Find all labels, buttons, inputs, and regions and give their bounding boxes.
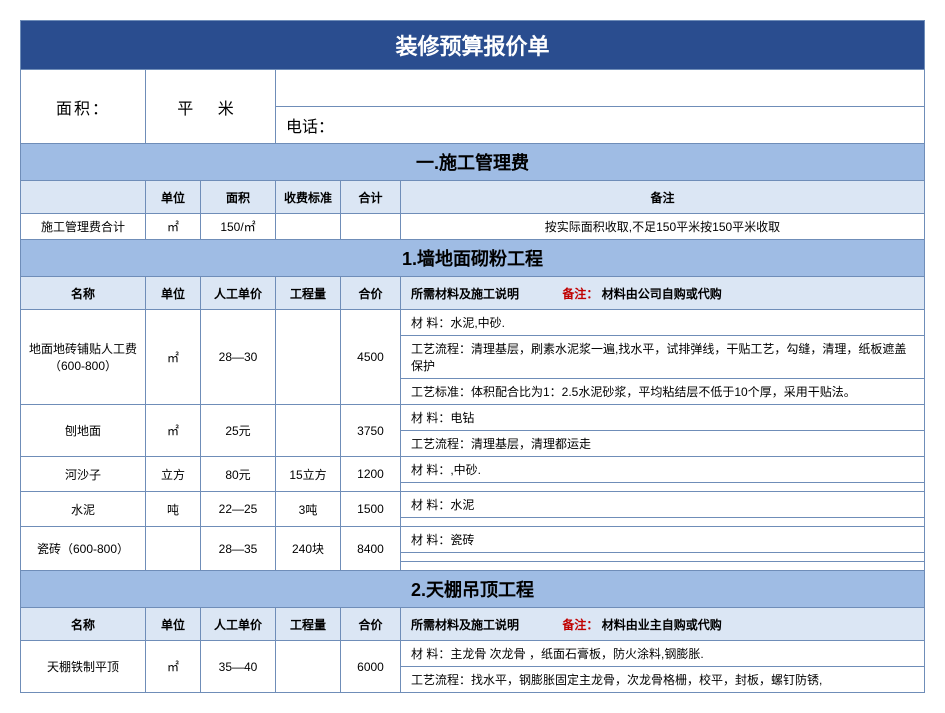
s2-r2-total: 1200	[341, 457, 401, 492]
s1-col-total: 合计	[341, 181, 401, 214]
s2-r0-unit: ㎡	[146, 310, 201, 405]
s2-r1-line0: 材 料：电钻	[401, 405, 925, 431]
s2-r4-total: 8400	[341, 527, 401, 571]
s2-note-label: 备注：	[562, 287, 598, 301]
s3-col-unit: 单位	[146, 608, 201, 641]
s1-col-area: 面积	[201, 181, 276, 214]
s2-r4-line1	[401, 553, 925, 562]
s3-col-desc: 所需材料及施工说明 备注： 材料由业主自购或代购	[401, 608, 925, 641]
s2-r0-line0: 材 料：水泥,中砂.	[401, 310, 925, 336]
s1-col-std: 收费标准	[276, 181, 341, 214]
s2-col-qty: 工程量	[276, 277, 341, 310]
s2-r2-price: 80元	[201, 457, 276, 492]
s2-desc-label: 所需材料及施工说明	[411, 287, 519, 301]
s3-note-text: 材料由业主自购或代购	[602, 618, 722, 632]
s1-r0-total	[341, 214, 401, 240]
s2-r1-price: 25元	[201, 405, 276, 457]
blank-top	[276, 70, 925, 107]
s2-r1-name: 刨地面	[21, 405, 146, 457]
s2-r3-unit: 吨	[146, 492, 201, 527]
s3-col-total: 合价	[341, 608, 401, 641]
s1-col-remark: 备注	[401, 181, 925, 214]
s2-r2-line1	[401, 483, 925, 492]
s2-col-total: 合价	[341, 277, 401, 310]
s2-r3-line1	[401, 518, 925, 527]
s1-r0-remark: 按实际面积收取,不足150平米按150平米收取	[401, 214, 925, 240]
s2-r1-qty	[276, 405, 341, 457]
s3-col-price: 人工单价	[201, 608, 276, 641]
s2-col-name: 名称	[21, 277, 146, 310]
s3-r0-qty	[276, 641, 341, 693]
s3-r0-line1: 工艺流程：找水平，钢膨胀固定主龙骨，次龙骨格栅，校平，封板，螺钉防锈,	[401, 667, 925, 693]
s2-r0-name: 地面地砖铺贴人工费（600-800）	[21, 310, 146, 405]
s3-col-qty: 工程量	[276, 608, 341, 641]
s2-r4-name: 瓷砖（600-800）	[21, 527, 146, 571]
s3-desc-label: 所需材料及施工说明	[411, 618, 519, 632]
s3-r0-line0: 材 料：主龙骨 次龙骨 ，纸面石膏板，防火涂料,钢膨胀.	[401, 641, 925, 667]
s2-r4-line0: 材 料：瓷砖	[401, 527, 925, 553]
s2-r1-total: 3750	[341, 405, 401, 457]
s2-r2-name: 河沙子	[21, 457, 146, 492]
s2-r3-name: 水泥	[21, 492, 146, 527]
section2-title: 1.墙地面砌粉工程	[21, 240, 925, 277]
s2-r4-price: 28—35	[201, 527, 276, 571]
s2-col-price: 人工单价	[201, 277, 276, 310]
s2-r3-price: 22—25	[201, 492, 276, 527]
s2-r1-unit: ㎡	[146, 405, 201, 457]
s2-r0-line2: 工艺标准：体积配合比为1：2.5水泥砂浆，平均粘结层不低于10个厚，采用干贴法。	[401, 379, 925, 405]
s2-r3-line0: 材 料：水泥	[401, 492, 925, 518]
s2-r3-qty: 3吨	[276, 492, 341, 527]
area-label: 面积：	[21, 70, 146, 144]
s3-col-name: 名称	[21, 608, 146, 641]
section3-title: 2.天棚吊顶工程	[21, 571, 925, 608]
area-unit: 平 米	[146, 70, 276, 144]
s1-r0-std	[276, 214, 341, 240]
s2-r0-qty	[276, 310, 341, 405]
phone-label: 电话：	[276, 107, 925, 144]
budget-table: 装修预算报价单 面积： 平 米 电话： 一.施工管理费 单位 面积 收费标准 合…	[20, 20, 925, 693]
s2-note-text: 材料由公司自购或代购	[602, 287, 722, 301]
s2-col-desc: 所需材料及施工说明 备注： 材料由公司自购或代购	[401, 277, 925, 310]
s2-r2-unit: 立方	[146, 457, 201, 492]
s3-r0-total: 6000	[341, 641, 401, 693]
s3-note-label: 备注：	[562, 618, 598, 632]
s1-r0-name: 施工管理费合计	[21, 214, 146, 240]
page-title: 装修预算报价单	[21, 21, 925, 70]
s2-col-unit: 单位	[146, 277, 201, 310]
s1-r0-area: 150/㎡	[201, 214, 276, 240]
s2-r4-qty: 240块	[276, 527, 341, 571]
s3-r0-price: 35—40	[201, 641, 276, 693]
section1-title: 一.施工管理费	[21, 144, 925, 181]
s3-r0-unit: ㎡	[146, 641, 201, 693]
s2-r4-line2	[401, 562, 925, 571]
s1-col-unit: 单位	[146, 181, 201, 214]
s2-r0-line1: 工艺流程：清理基层，刷素水泥浆一遍,找水平，试排弹线，干贴工艺，勾缝，清理，纸板…	[401, 336, 925, 379]
s2-r4-unit	[146, 527, 201, 571]
s1-r0-unit: ㎡	[146, 214, 201, 240]
s3-r0-name: 天棚铁制平顶	[21, 641, 146, 693]
s2-r0-price: 28—30	[201, 310, 276, 405]
s2-r3-total: 1500	[341, 492, 401, 527]
s2-r1-line1: 工艺流程：清理基层，清理都运走	[401, 431, 925, 457]
s2-r2-qty: 15立方	[276, 457, 341, 492]
s1-col-blank	[21, 181, 146, 214]
s2-r0-total: 4500	[341, 310, 401, 405]
s2-r2-line0: 材 料：,中砂.	[401, 457, 925, 483]
